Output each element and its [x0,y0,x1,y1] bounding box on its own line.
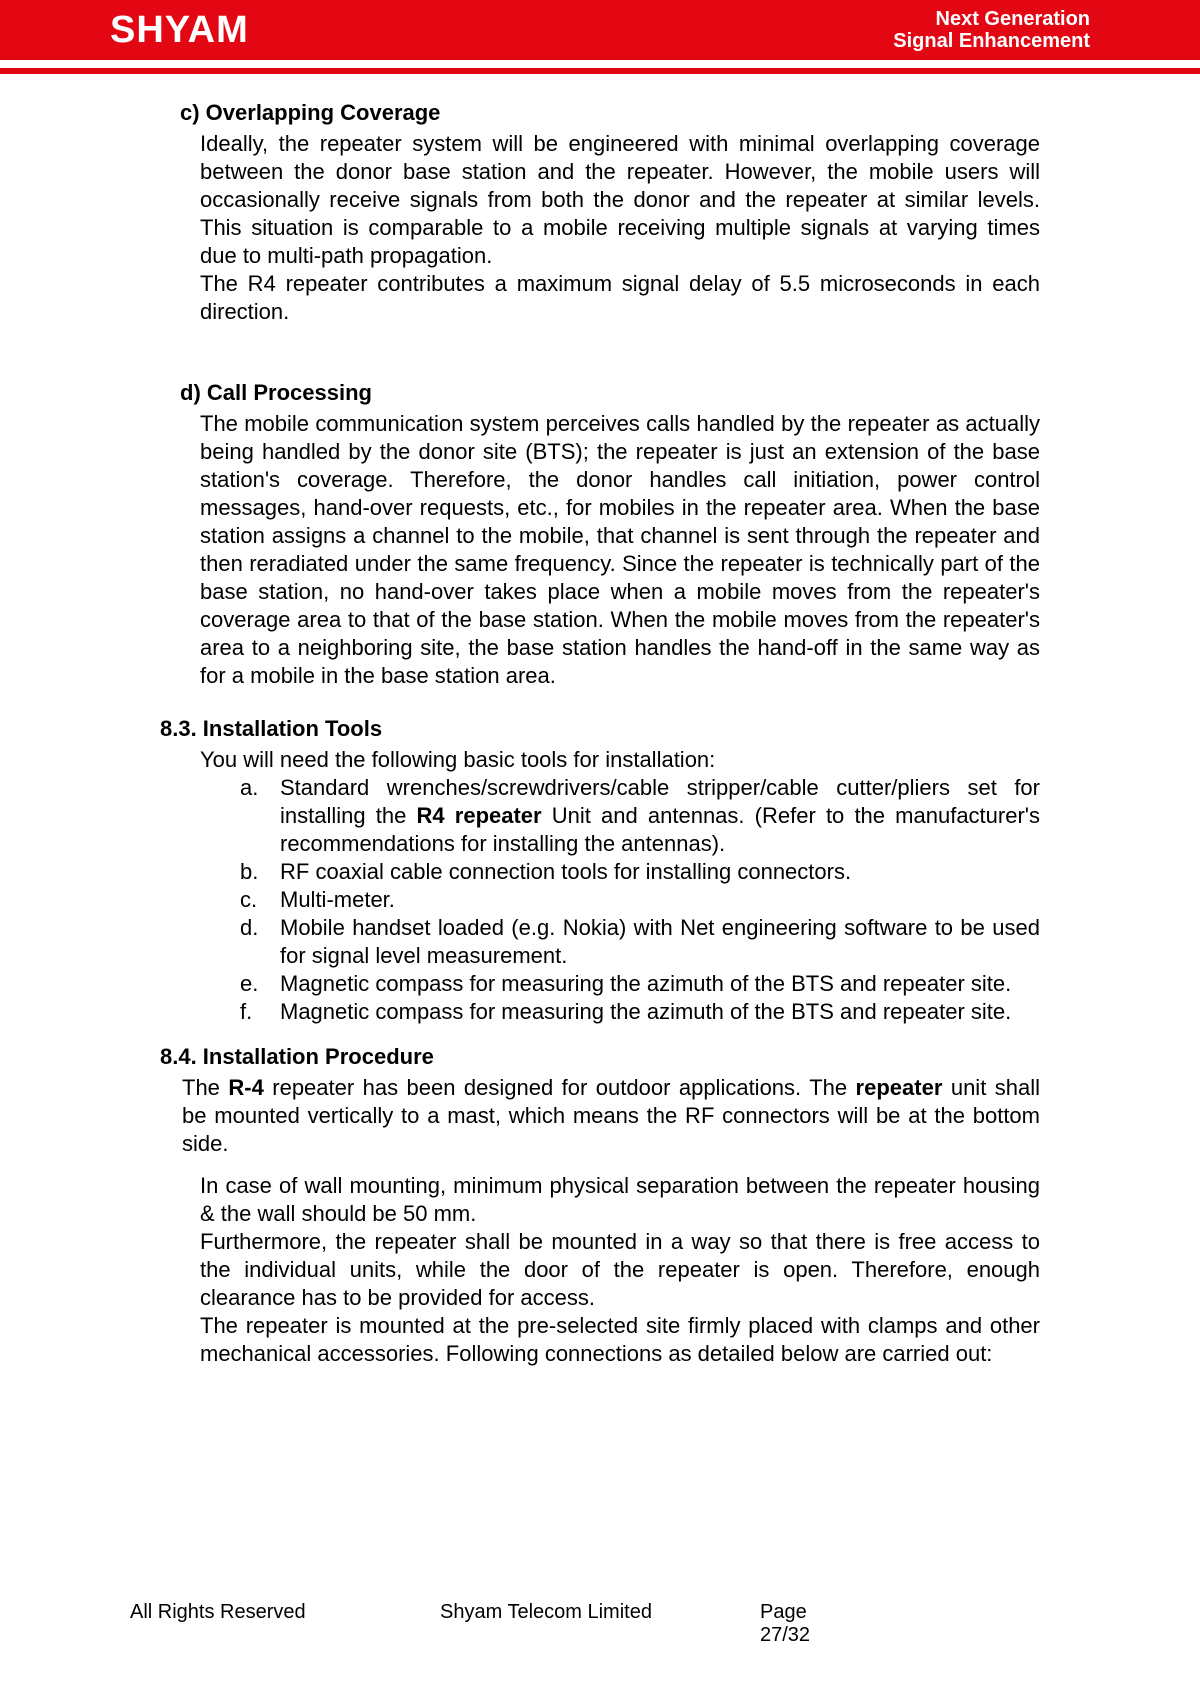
logo: SHYAM [110,8,340,52]
list-marker: d. [240,914,280,970]
para-84-2: In case of wall mounting, minimum physic… [200,1172,1040,1228]
list-text-bold: R4 repeater [417,803,542,828]
para-c-2: The R4 repeater contributes a maximum si… [200,270,1040,326]
header-underline [0,68,1200,74]
list-marker: b. [240,858,280,886]
list-text: Magnetic compass for measuring the azimu… [280,970,1040,998]
header-tagline-line1: Next Generation [893,8,1090,30]
page: SHYAM Next Generation Signal Enhancement… [0,0,1200,1687]
list-marker: f. [240,998,280,1026]
p84-1-b2: repeater [856,1075,943,1100]
p84-1-pre: The [182,1075,228,1100]
header-tagline: Next Generation Signal Enhancement [893,8,1090,52]
heading-installation-tools: 8.3. Installation Tools [160,716,1040,742]
list-text: Mobile handset loaded (e.g. Nokia) with … [280,914,1040,970]
header-tagline-line2: Signal Enhancement [893,30,1090,52]
para-d-1: The mobile communication system perceive… [200,410,1040,690]
para-84-1: The R-4 repeater has been designed for o… [182,1074,1040,1158]
heading-installation-procedure: 8.4. Installation Procedure [160,1044,1040,1070]
list-text: Multi-meter. [280,886,1040,914]
heading-call-processing: d) Call Processing [180,380,1040,406]
list-text: RF coaxial cable connection tools for in… [280,858,1040,886]
list-item: e. Magnetic compass for measuring the az… [240,970,1040,998]
list-marker: e. [240,970,280,998]
para-c-1: Ideally, the repeater system will be eng… [200,130,1040,270]
content: c) Overlapping Coverage Ideally, the rep… [160,100,1040,1368]
list-marker: c. [240,886,280,914]
tools-list: a. Standard wrenches/screwdrivers/cable … [240,774,1040,1026]
list-item: c. Multi-meter. [240,886,1040,914]
logo-svg: SHYAM [110,8,340,52]
footer-left: All Rights Reserved [130,1601,440,1647]
footer-page-label: Page [760,1601,1030,1624]
footer: All Rights Reserved Shyam Telecom Limite… [130,1601,1030,1647]
list-marker: a. [240,774,280,858]
para-83-intro: You will need the following basic tools … [200,746,1040,774]
para-84-4: The repeater is mounted at the pre-selec… [200,1312,1040,1368]
list-text: Magnetic compass for measuring the azimu… [280,998,1040,1026]
list-item: f. Magnetic compass for measuring the az… [240,998,1040,1026]
list-item: d. Mobile handset loaded (e.g. Nokia) wi… [240,914,1040,970]
footer-center: Shyam Telecom Limited [440,1601,760,1647]
header-bar: SHYAM Next Generation Signal Enhancement [0,0,1200,60]
heading-overlapping-coverage: c) Overlapping Coverage [180,100,1040,126]
list-item: a. Standard wrenches/screwdrivers/cable … [240,774,1040,858]
p84-1-mid: repeater has been designed for outdoor a… [264,1075,856,1100]
list-text: Standard wrenches/screwdrivers/cable str… [280,774,1040,858]
para-84-3: Furthermore, the repeater shall be mount… [200,1228,1040,1312]
p84-1-b1: R-4 [228,1075,263,1100]
list-item: b. RF coaxial cable connection tools for… [240,858,1040,886]
footer-right: Page 27/32 [760,1601,1030,1647]
footer-page-number: 27/32 [760,1624,1030,1647]
logo-text: SHYAM [110,9,249,51]
